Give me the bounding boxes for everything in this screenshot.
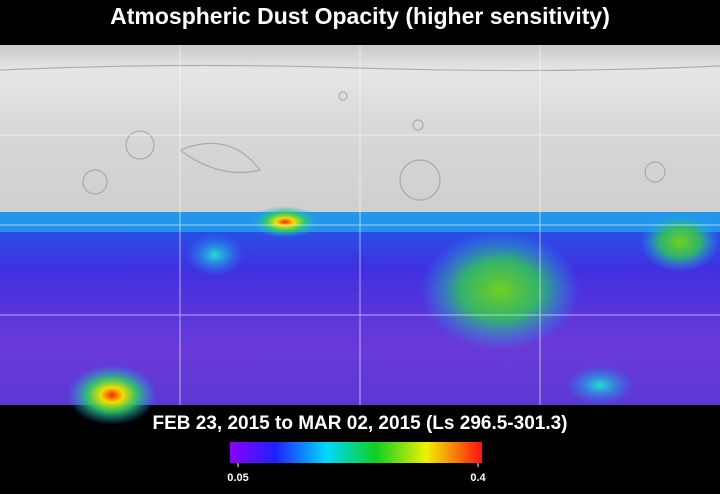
- colorbar-label: 0.05: [227, 472, 248, 484]
- date-caption: FEB 23, 2015 to MAR 02, 2015 (Ls 296.5-3…: [152, 413, 567, 434]
- dust-region: [185, 233, 245, 277]
- map: [0, 45, 720, 425]
- dust-storm: [250, 206, 320, 238]
- colorbar-label: 0.4: [470, 472, 486, 484]
- colorbar: [230, 442, 482, 463]
- dust-region: [640, 212, 720, 272]
- graticule: [0, 45, 720, 405]
- dust-region: [420, 230, 580, 350]
- title: Atmospheric Dust Opacity (higher sensiti…: [110, 3, 610, 29]
- dust-storm: [67, 365, 157, 425]
- dust-region: [565, 365, 635, 405]
- colorbar-ticks: 0.05 0.4: [227, 463, 487, 484]
